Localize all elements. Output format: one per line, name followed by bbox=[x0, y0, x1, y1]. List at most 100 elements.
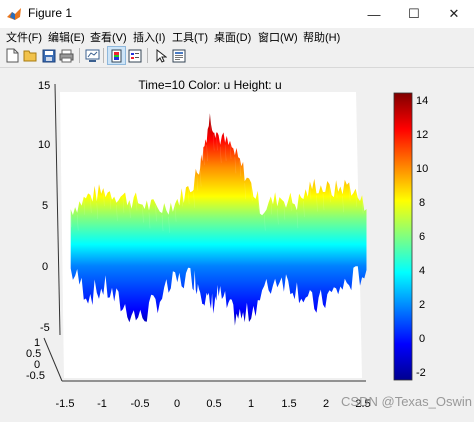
new-figure-button[interactable] bbox=[4, 47, 21, 64]
surface-mesh-line bbox=[122, 196, 125, 213]
print-button[interactable] bbox=[58, 47, 75, 64]
surface-mesh-line bbox=[361, 197, 364, 214]
surface-mesh-line bbox=[348, 184, 351, 201]
minimize-button[interactable]: — bbox=[354, 0, 394, 28]
surface-mesh-line bbox=[270, 198, 273, 215]
colorbar-ticks: 14 12 10 8 6 4 2 0 -2 bbox=[416, 95, 428, 379]
surface-mesh-line bbox=[296, 212, 299, 229]
surface-mesh-line bbox=[155, 205, 157, 222]
surface-patch bbox=[70, 113, 367, 326]
x-tick-label: 0.5 bbox=[206, 398, 221, 410]
new-figure-icon bbox=[6, 48, 19, 63]
surface-mesh-line bbox=[335, 182, 338, 199]
surface-mesh-line bbox=[355, 190, 357, 207]
surface-mesh-line bbox=[329, 186, 331, 203]
property-editor-icon bbox=[172, 49, 185, 62]
surface-mesh-line bbox=[135, 194, 138, 211]
colorbar-tick-label: 2 bbox=[419, 299, 425, 311]
colorbar-tick-label: 4 bbox=[419, 265, 425, 277]
surface-mesh-line bbox=[148, 212, 151, 229]
property-editor-button[interactable] bbox=[170, 47, 187, 64]
insert-colorbar-button[interactable] bbox=[107, 46, 126, 65]
figure-canvas[interactable]: Time=10 Color: u Height: u 15 10 5 0 -5 … bbox=[0, 68, 474, 417]
menu-help[interactable]: 帮助(H) bbox=[303, 32, 341, 44]
surface-mesh-line bbox=[209, 115, 212, 132]
surface-mesh-line bbox=[109, 193, 112, 210]
menu-file[interactable]: 文件(F) bbox=[6, 32, 43, 44]
pointer-icon bbox=[156, 48, 167, 63]
surface-mesh-line bbox=[168, 216, 170, 233]
surface-mesh-line bbox=[103, 190, 105, 207]
menu-window[interactable]: 窗口(W) bbox=[258, 32, 298, 44]
surface-mesh-line bbox=[309, 183, 312, 200]
surface-mesh-line bbox=[187, 188, 190, 205]
surface-mesh-line bbox=[263, 214, 266, 231]
colorbar-tick-label: 8 bbox=[419, 197, 425, 209]
surface-mesh-line bbox=[250, 184, 253, 201]
x-axis-ticks: -1.5 -1 -0.5 0 0.5 1 1.5 2 2.5 bbox=[56, 398, 371, 410]
surface-mesh-line bbox=[234, 157, 237, 174]
surface-mesh-line bbox=[96, 203, 99, 220]
insert-legend-icon bbox=[128, 49, 141, 62]
link-plot-button[interactable] bbox=[84, 47, 101, 64]
menu-desktop[interactable]: 桌面(D) bbox=[214, 32, 252, 44]
colorbar-tick-label: 12 bbox=[416, 129, 428, 141]
surface-mesh-line bbox=[316, 195, 318, 212]
open-file-icon bbox=[23, 50, 37, 62]
surface bbox=[70, 113, 367, 326]
z-tick-label: 10 bbox=[38, 139, 50, 151]
menu-edit[interactable]: 编辑(E) bbox=[48, 32, 85, 44]
toolbar-separator bbox=[103, 48, 104, 63]
surface-mesh-line bbox=[206, 145, 208, 162]
x-tick-label: 2 bbox=[323, 398, 329, 410]
save-button[interactable] bbox=[40, 47, 57, 64]
surface-mesh-line bbox=[212, 134, 215, 151]
surface-mesh-line bbox=[193, 191, 195, 208]
watermark: CSDN @Texas_Oswin bbox=[341, 394, 472, 409]
surface-mesh-line bbox=[303, 201, 305, 218]
surface-mesh-line bbox=[174, 205, 177, 222]
surface-mesh-line bbox=[70, 211, 72, 228]
toolbar-separator bbox=[79, 48, 80, 63]
maximize-button[interactable]: ☐ bbox=[394, 0, 434, 28]
colorbar-tick-label: 6 bbox=[419, 231, 425, 243]
save-icon bbox=[42, 49, 55, 62]
colorbar[interactable] bbox=[393, 92, 413, 381]
x-tick-label: 1 bbox=[248, 398, 254, 410]
pointer-button[interactable] bbox=[152, 47, 169, 64]
z-tick-label: 5 bbox=[42, 200, 48, 212]
close-button[interactable]: ✕ bbox=[434, 0, 474, 28]
y-tick-label: 0.5 bbox=[26, 348, 41, 360]
surface-mesh-line bbox=[181, 190, 183, 207]
surface-mesh-line bbox=[257, 192, 260, 209]
y-tick-label: 1 bbox=[34, 337, 40, 349]
z-tick-label: -5 bbox=[40, 322, 50, 334]
surface-mesh-line bbox=[142, 206, 144, 223]
open-file-button[interactable] bbox=[22, 47, 39, 64]
surface-mesh-line bbox=[277, 208, 279, 225]
minimize-icon: — bbox=[367, 6, 381, 22]
figure-toolbar bbox=[0, 45, 474, 68]
surface-mesh-line bbox=[342, 196, 344, 213]
colorbar-tick-label: -2 bbox=[416, 367, 426, 379]
surface-mesh-line bbox=[89, 196, 92, 213]
matlab-app-icon bbox=[7, 8, 21, 20]
surface-plot[interactable]: Time=10 Color: u Height: u 15 10 5 0 -5 … bbox=[0, 68, 474, 417]
surface-mesh-line bbox=[161, 215, 164, 232]
y-tick-label: -0.5 bbox=[26, 370, 45, 382]
surface-mesh-line bbox=[203, 149, 205, 166]
surface-mesh-line bbox=[83, 198, 86, 215]
window-titlebar: Figure 1 — ☐ ✕ bbox=[0, 0, 474, 29]
surface-mesh-line bbox=[199, 170, 202, 187]
x-tick-label: -1 bbox=[97, 398, 107, 410]
y-axis-ticks: 1 0.5 0 -0.5 bbox=[26, 337, 45, 382]
y-tick-label: 0 bbox=[34, 359, 40, 371]
insert-legend-button[interactable] bbox=[126, 47, 143, 64]
menu-tools[interactable]: 工具(T) bbox=[172, 32, 209, 44]
menu-view[interactable]: 查看(V) bbox=[90, 32, 127, 44]
insert-colorbar-icon bbox=[111, 49, 122, 62]
x-tick-label: -1.5 bbox=[56, 398, 75, 410]
surface-mesh-line bbox=[239, 160, 242, 177]
menu-insert[interactable]: 插入(I) bbox=[133, 32, 166, 44]
colorbar-tick-label: 14 bbox=[416, 95, 428, 107]
